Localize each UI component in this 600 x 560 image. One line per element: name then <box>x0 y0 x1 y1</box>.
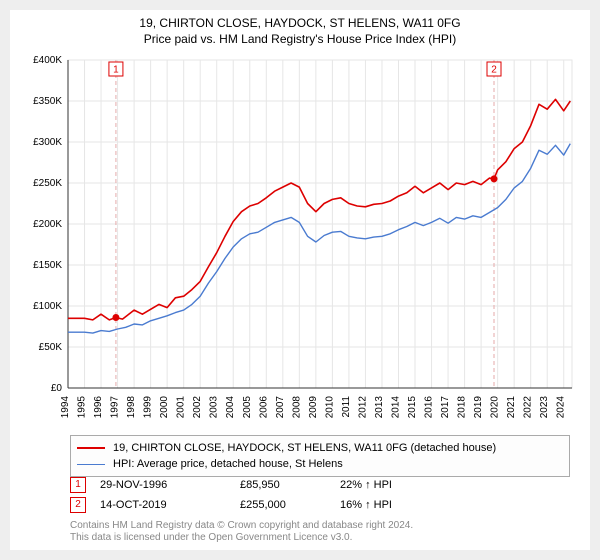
marker-date: 14-OCT-2019 <box>100 499 240 511</box>
legend-item: 19, CHIRTON CLOSE, HAYDOCK, ST HELENS, W… <box>77 440 563 456</box>
x-tick-label: 2001 <box>176 396 187 419</box>
x-tick-label: 2005 <box>242 396 253 419</box>
marker-row: 2 14-OCT-2019£255,00016% ↑ HPI <box>70 495 570 515</box>
y-tick-label: £200K <box>33 219 62 230</box>
y-tick-label: £100K <box>33 301 62 312</box>
chart-title-address: 19, CHIRTON CLOSE, HAYDOCK, ST HELENS, W… <box>10 16 590 30</box>
marker-row: 1 29-NOV-1996£85,95022% ↑ HPI <box>70 475 570 495</box>
footer-line1: Contains HM Land Registry data © Crown c… <box>70 520 570 532</box>
x-tick-label: 2016 <box>424 396 435 419</box>
chart-card: 19, CHIRTON CLOSE, HAYDOCK, ST HELENS, W… <box>10 10 590 550</box>
marker-pct: 22% ↑ HPI <box>340 479 460 491</box>
legend-swatch <box>77 447 105 449</box>
x-tick-label: 2023 <box>539 396 550 419</box>
x-tick-label: 2018 <box>457 396 468 419</box>
x-tick-label: 2013 <box>374 396 385 419</box>
chart-marker-1: 1 <box>113 65 119 76</box>
y-tick-label: £0 <box>51 383 63 394</box>
legend-label: 19, CHIRTON CLOSE, HAYDOCK, ST HELENS, W… <box>113 440 496 456</box>
y-tick-label: £250K <box>33 178 62 189</box>
y-tick-label: £300K <box>33 137 62 148</box>
y-tick-label: £400K <box>33 55 62 66</box>
x-tick-label: 2008 <box>291 396 302 419</box>
x-tick-label: 2000 <box>159 396 170 419</box>
chart-svg: £0 £50K £100K £150K £200K £250K £300K £350K £400… <box>18 52 582 432</box>
x-tick-label: 1999 <box>143 396 154 419</box>
legend-item: HPI: Average price, detached house, St H… <box>77 456 563 472</box>
marker-chip: 2 <box>70 497 86 513</box>
legend-swatch <box>77 464 105 465</box>
x-tick-label: 1998 <box>126 396 137 419</box>
marker-price: £85,950 <box>240 479 340 491</box>
x-tick-label: 2003 <box>209 396 220 419</box>
marker-chip: 1 <box>70 477 86 493</box>
footer-attribution: Contains HM Land Registry data © Crown c… <box>70 520 570 544</box>
x-tick-label: 1994 <box>60 396 71 419</box>
x-tick-label: 2017 <box>440 396 451 419</box>
marker-price: £255,000 <box>240 499 340 511</box>
y-tick-label: £350K <box>33 96 62 107</box>
x-tick-label: 2004 <box>225 396 236 419</box>
x-tick-label: 2015 <box>407 396 418 419</box>
titles: 19, CHIRTON CLOSE, HAYDOCK, ST HELENS, W… <box>10 10 590 46</box>
y-tick-label: £150K <box>33 260 62 271</box>
y-tick-label: £50K <box>39 342 63 353</box>
x-tick-label: 2011 <box>341 396 352 418</box>
marker-pct: 16% ↑ HPI <box>340 499 460 511</box>
x-tick-label: 2009 <box>308 396 319 419</box>
x-tick-label: 2014 <box>390 396 401 419</box>
x-tick-label: 2007 <box>275 396 286 419</box>
x-tick-label: 2002 <box>192 396 203 419</box>
x-tick-label: 2019 <box>473 396 484 419</box>
marker-table: 1 29-NOV-1996£85,95022% ↑ HPI 2 14-OCT-2019… <box>70 475 570 515</box>
x-tick-label: 1996 <box>93 396 104 419</box>
x-tick-label: 1995 <box>77 396 88 419</box>
chart-marker-2: 2 <box>491 65 497 76</box>
x-tick-label: 2012 <box>357 396 368 419</box>
x-tick-label: 2024 <box>556 396 567 419</box>
legend-label: HPI: Average price, detached house, St H… <box>113 456 343 472</box>
x-tick-label: 2006 <box>258 396 269 419</box>
chart-subtitle: Price paid vs. HM Land Registry's House … <box>10 32 590 46</box>
chart-area: £0 £50K £100K £150K £200K £250K £300K £350K £400… <box>18 52 582 432</box>
x-tick-label: 2020 <box>490 396 501 419</box>
legend: 19, CHIRTON CLOSE, HAYDOCK, ST HELENS, W… <box>70 435 570 477</box>
footer-line2: This data is licensed under the Open Gov… <box>70 532 570 544</box>
x-tick-label: 2010 <box>324 396 335 419</box>
marker-date: 29-NOV-1996 <box>100 479 240 491</box>
x-tick-label: 2021 <box>506 396 517 419</box>
x-tick-label: 2022 <box>523 396 534 419</box>
x-tick-label: 1997 <box>110 396 121 419</box>
